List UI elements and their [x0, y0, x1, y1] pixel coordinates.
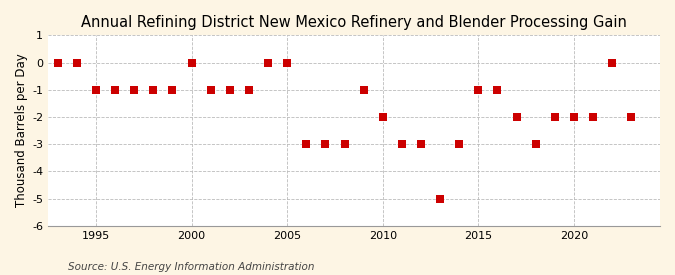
Point	[435, 196, 446, 201]
Title: Annual Refining District New Mexico Refinery and Blender Processing Gain: Annual Refining District New Mexico Refi…	[81, 15, 627, 30]
Point	[148, 87, 159, 92]
Point	[568, 115, 579, 119]
Point	[167, 87, 178, 92]
Point	[263, 60, 273, 65]
Point	[320, 142, 331, 146]
Point	[109, 87, 120, 92]
Point	[416, 142, 427, 146]
Point	[281, 60, 292, 65]
Point	[129, 87, 140, 92]
Point	[301, 142, 312, 146]
Point	[53, 60, 63, 65]
Point	[339, 142, 350, 146]
Point	[186, 60, 197, 65]
Point	[72, 60, 82, 65]
Point	[90, 87, 101, 92]
Point	[377, 115, 388, 119]
Point	[607, 60, 618, 65]
Point	[224, 87, 235, 92]
Point	[358, 87, 369, 92]
Point	[454, 142, 464, 146]
Point	[473, 87, 484, 92]
Point	[396, 142, 407, 146]
Point	[244, 87, 254, 92]
Point	[588, 115, 599, 119]
Point	[511, 115, 522, 119]
Text: Source: U.S. Energy Information Administration: Source: U.S. Energy Information Administ…	[68, 262, 314, 272]
Point	[549, 115, 560, 119]
Y-axis label: Thousand Barrels per Day: Thousand Barrels per Day	[15, 54, 28, 207]
Point	[626, 115, 637, 119]
Point	[205, 87, 216, 92]
Point	[531, 142, 541, 146]
Point	[492, 87, 503, 92]
